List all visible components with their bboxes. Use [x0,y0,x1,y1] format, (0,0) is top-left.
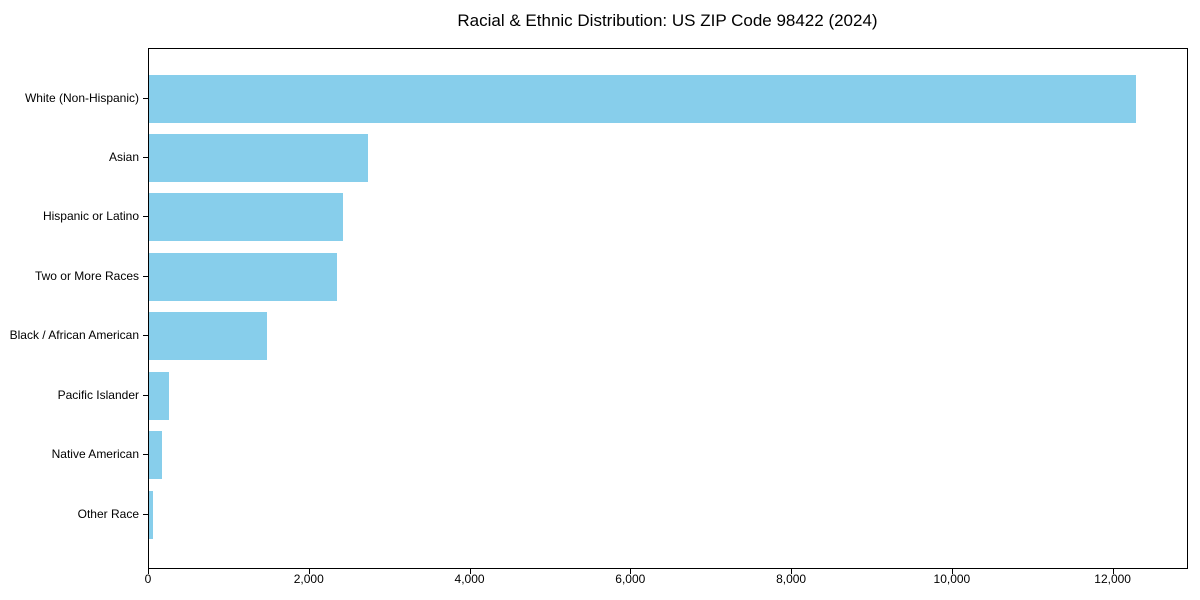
x-tick-label: 2,000 [293,572,324,586]
y-tick-mark [143,275,148,277]
y-tick-label: Black / African American [9,328,139,343]
x-tick-mark [630,569,632,574]
x-tick-label: 8,000 [776,572,807,586]
y-tick-mark [143,97,148,99]
y-tick-label: White (Non-Hispanic) [24,90,139,105]
x-tick-mark [308,569,310,574]
chart-title: Racial & Ethnic Distribution: US ZIP Cod… [457,11,878,30]
bar [149,252,338,301]
bar [149,74,1137,123]
x-tick-label: 12,000 [1094,572,1131,586]
y-tick-label: Hispanic or Latino [42,209,139,224]
plot-area [148,48,1188,569]
x-tick-label: 0 [144,572,152,586]
y-tick-mark [143,513,148,515]
x-tick-mark [791,569,793,574]
x-tick-label: 6,000 [615,572,646,586]
bar [149,431,163,480]
y-tick-mark [143,335,148,337]
x-tick-label: 10,000 [933,572,971,586]
bar [149,193,343,242]
bar [149,312,267,361]
y-tick-label: Asian [108,150,139,165]
y-tick-mark [143,157,148,159]
x-tick-mark [1112,569,1114,574]
y-tick-label: Native American [51,447,139,462]
y-tick-label: Other Race [77,506,139,521]
x-tick-mark [148,569,149,574]
y-tick-mark [143,454,148,456]
x-tick-label: 4,000 [454,572,485,586]
y-tick-mark [143,394,148,396]
bar [149,134,369,183]
bar [149,371,170,420]
bar [149,490,154,539]
y-tick-label: Pacific Islander [57,387,139,402]
x-tick-mark [469,569,471,574]
y-tick-label: Two or More Races [34,268,139,283]
x-tick-mark [951,569,953,574]
y-tick-mark [143,216,148,218]
